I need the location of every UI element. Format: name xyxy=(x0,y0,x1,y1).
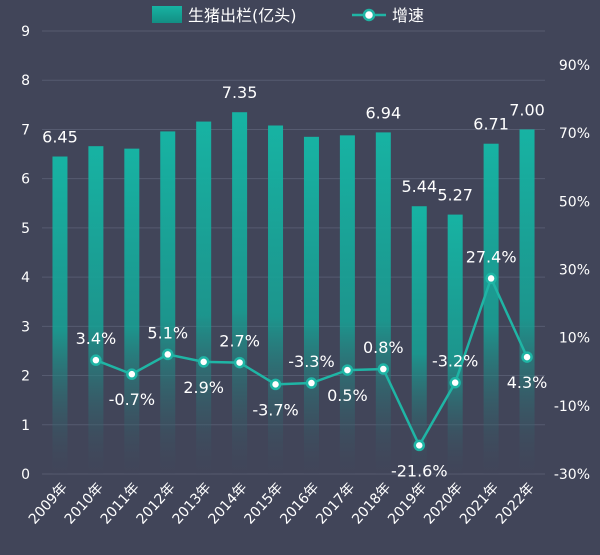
left-axis-tick: 0 xyxy=(21,467,30,483)
growth-label: -3.3% xyxy=(288,352,334,371)
x-axis-tick: 2022年 xyxy=(493,480,538,528)
left-axis-tick: 9 xyxy=(21,24,30,40)
x-axis-tick: 2013年 xyxy=(170,480,215,528)
growth-marker-2014年 xyxy=(233,356,246,369)
x-axis-tick: 2010年 xyxy=(62,480,107,528)
bar-2022年 xyxy=(519,129,535,474)
right-axis-tick: 70% xyxy=(559,126,590,142)
right-axis-tick: 30% xyxy=(559,263,590,279)
left-axis-tick: 8 xyxy=(21,73,30,89)
growth-marker-2010年 xyxy=(90,354,102,366)
right-axis-tick: -30% xyxy=(554,467,590,483)
bars xyxy=(52,112,535,475)
growth-label: 27.4% xyxy=(466,247,517,266)
growth-label: 5.1% xyxy=(147,323,188,342)
x-axis-tick: 2015年 xyxy=(241,480,286,528)
left-axis-tick: 4 xyxy=(21,270,30,286)
growth-label: 0.5% xyxy=(327,386,368,405)
bar-2013年 xyxy=(196,121,212,475)
growth-label: -21.6% xyxy=(391,461,448,480)
x-axis-tick: 2014年 xyxy=(205,480,250,528)
bar-2018年 xyxy=(375,132,391,475)
left-axis-tick: 5 xyxy=(21,221,30,237)
legend-bar-label: 生猪出栏(亿头) xyxy=(188,6,297,25)
growth-marker-2017年 xyxy=(341,364,354,376)
growth-marker-2021年 xyxy=(485,272,497,285)
growth-label: 2.9% xyxy=(183,378,224,397)
right-axis: -30% -10% 10% 30% 50% 70% 90% xyxy=(554,58,590,483)
x-axis-tick: 2009年 xyxy=(26,480,71,528)
bar-2014年 xyxy=(232,112,248,474)
growth-label: 3.4% xyxy=(76,329,117,348)
right-axis-tick: -10% xyxy=(554,399,590,415)
bar-2012年 xyxy=(160,131,176,474)
growth-marker-2015年 xyxy=(269,378,282,391)
left-axis-tick: 7 xyxy=(21,122,30,138)
growth-marker-2022年 xyxy=(521,351,533,363)
bar-2011年 xyxy=(124,148,140,474)
legend-line-label: 增速 xyxy=(392,6,424,25)
growth-label: -3.2% xyxy=(432,352,478,371)
right-axis-tick: 90% xyxy=(559,58,590,74)
growth-labels: 3.4% -0.7% 5.1% 2.9% 2.7% -3.7% -3.3% 0.5% 0.8% -… xyxy=(76,247,548,480)
growth-marker-2020年 xyxy=(449,376,461,389)
left-axis-tick: 1 xyxy=(21,418,30,434)
growth-marker-2019年 xyxy=(413,439,425,452)
bar-2021年 xyxy=(483,143,499,475)
growth-marker-2013年 xyxy=(197,356,210,368)
growth-marker-2011年 xyxy=(126,368,138,380)
bar-value-label: 6.45 xyxy=(42,128,78,147)
bar-2010年 xyxy=(88,146,104,474)
growth-label: 4.3% xyxy=(507,373,548,392)
left-axis: 0 1 2 3 4 5 6 7 8 9 xyxy=(21,24,30,483)
bar-value-label: 6.94 xyxy=(366,103,402,122)
bar-2020年 xyxy=(447,214,463,475)
growth-label: -3.7% xyxy=(252,400,298,419)
legend-bar-swatch xyxy=(152,6,182,23)
x-axis: 2009年2010年2011年2012年2013年2014年2015年2016年… xyxy=(26,480,538,528)
x-axis-tick: 2017年 xyxy=(313,480,358,528)
bar-2017年 xyxy=(339,135,355,474)
bar-value-label: 5.44 xyxy=(401,177,437,196)
x-axis-tick: 2016年 xyxy=(277,480,322,528)
growth-marker-2018年 xyxy=(377,363,390,375)
x-axis-tick: 2012年 xyxy=(134,480,179,528)
growth-label: 2.7% xyxy=(219,332,260,351)
x-axis-tick: 2020年 xyxy=(421,480,466,528)
growth-marker-2016年 xyxy=(305,377,318,389)
growth-label: -0.7% xyxy=(109,390,155,409)
x-axis-tick: 2018年 xyxy=(349,480,394,528)
x-axis-tick: 2011年 xyxy=(98,480,143,528)
bar-value-label: 6.71 xyxy=(473,115,509,134)
left-axis-tick: 3 xyxy=(21,319,30,335)
right-axis-tick: 10% xyxy=(559,331,590,347)
bar-value-label: 7.00 xyxy=(509,100,545,119)
x-axis-tick: 2021年 xyxy=(457,480,502,528)
growth-marker-2012年 xyxy=(162,348,174,361)
legend: 生猪出栏(亿头) 增速 xyxy=(152,6,424,25)
bar-2009年 xyxy=(52,156,68,474)
growth-label: 0.8% xyxy=(363,338,404,357)
bar-value-label: 5.27 xyxy=(437,186,473,205)
bar-value-label: 7.35 xyxy=(222,83,258,102)
right-axis-tick: 50% xyxy=(559,194,590,210)
left-axis-tick: 2 xyxy=(21,369,30,385)
legend-line-marker xyxy=(362,8,376,22)
bar-2019年 xyxy=(411,206,427,474)
bar-2015年 xyxy=(268,125,284,475)
growth-line xyxy=(90,272,533,452)
bar-labels: 6.45 7.35 6.94 5.44 5.27 6.717.00 xyxy=(42,83,545,204)
x-axis-tick: 2019年 xyxy=(385,480,430,528)
left-axis-tick: 6 xyxy=(21,172,30,188)
bar-2016年 xyxy=(303,136,319,475)
